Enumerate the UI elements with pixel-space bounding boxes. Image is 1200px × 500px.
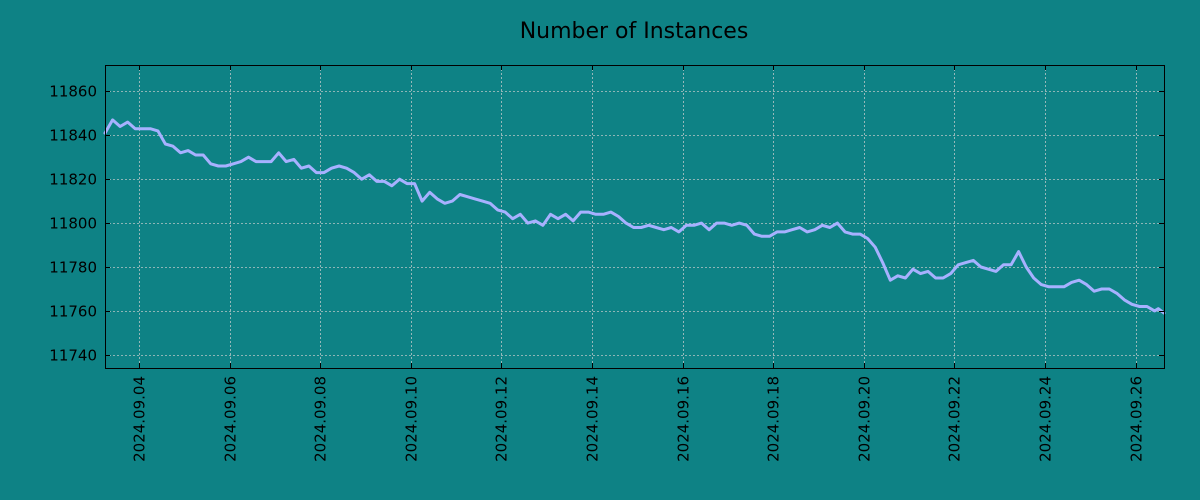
y-tick-label: 11800 [49,215,97,233]
x-tick-label: 2024.09.22 [946,376,964,462]
x-tick-label: 2024.09.10 [403,376,421,462]
plot-frame [105,65,1165,369]
series-layer [103,118,1166,315]
grid [105,65,1164,368]
y-tick-label: 11740 [49,347,97,365]
x-tick-label: 2024.09.12 [493,376,511,462]
x-tick-label: 2024.09.06 [222,376,240,462]
x-tick-label: 2024.09.20 [856,376,874,462]
axes: 11740 11760 11780 11800 11820 11840 11860 2024.… [49,65,1164,462]
y-tick-label: 11780 [49,259,97,277]
series-line [103,118,1166,315]
chart-title: Number of Instances [520,19,749,44]
x-tick-label: 2024.09.14 [584,376,602,462]
y-tick-label: 11820 [49,171,97,189]
x-tick-label: 2024.09.04 [131,376,149,462]
y-tick-label: 11860 [49,83,97,101]
x-tick-label: 2024.09.24 [1037,376,1055,462]
x-tick-label: 2024.09.26 [1128,376,1146,462]
x-tick-label: 2024.09.16 [675,376,693,462]
y-tick-label: 11840 [49,127,97,145]
x-tick-label: 2024.09.18 [765,376,783,462]
x-tick-label: 2024.09.08 [312,376,330,462]
y-tick-label: 11760 [49,303,97,321]
